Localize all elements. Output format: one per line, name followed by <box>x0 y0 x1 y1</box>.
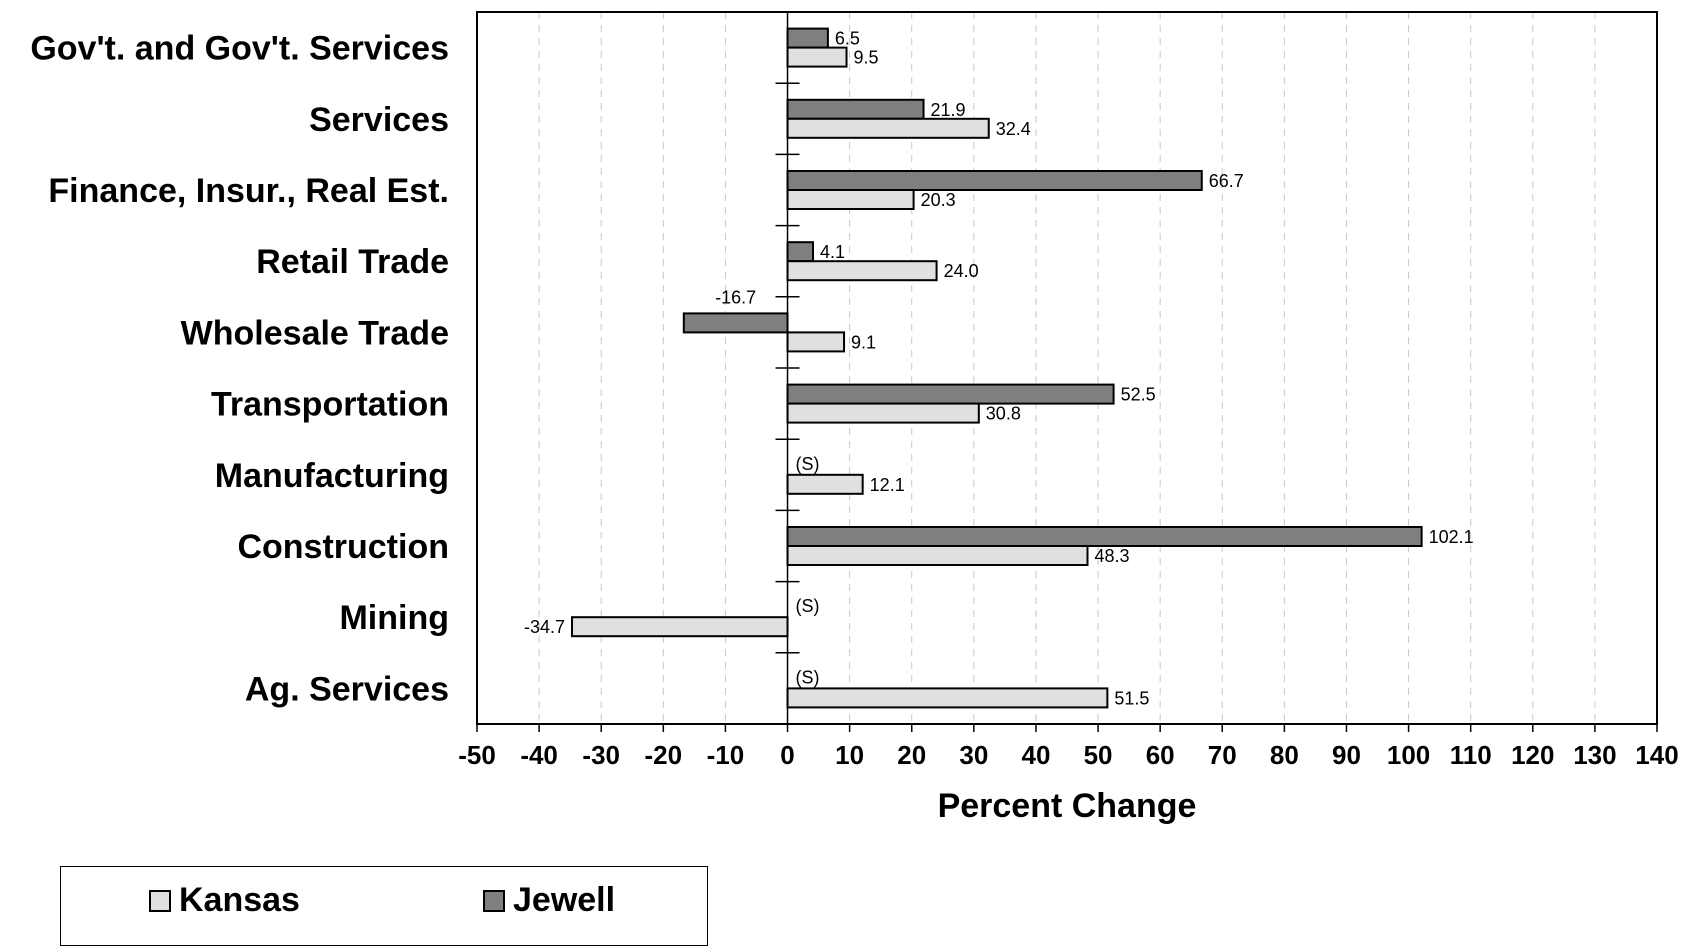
bar-kansas <box>786 687 1109 709</box>
data-label-kansas: 51.5 <box>1114 688 1149 708</box>
x-tick-label: 40 <box>1021 740 1050 770</box>
legend-item-jewell: Jewell <box>483 881 615 920</box>
bar-kansas <box>786 260 938 282</box>
plot-area <box>476 11 1658 725</box>
bar-jewell <box>786 170 1203 191</box>
x-tick-label: 90 <box>1332 740 1361 770</box>
data-label-kansas: -34.7 <box>524 617 565 637</box>
x-tick-label: 50 <box>1084 740 1113 770</box>
bar-kansas <box>786 402 980 424</box>
x-tick-label: 70 <box>1208 740 1237 770</box>
x-tick-label: 140 <box>1635 740 1678 770</box>
legend-item-kansas: Kansas <box>149 881 300 920</box>
legend-swatch-kansas <box>149 889 171 912</box>
bar-jewell <box>786 241 814 263</box>
data-label-kansas: 9.1 <box>851 332 876 352</box>
category-label: Transportation <box>211 386 449 424</box>
data-label-jewell: 6.5 <box>835 29 860 49</box>
data-label-jewell: -16.7 <box>715 287 756 307</box>
data-label-jewell: 66.7 <box>1209 171 1244 191</box>
category-label: Mining <box>339 599 449 637</box>
data-label-jewell: 102.1 <box>1429 527 1474 547</box>
x-tick-label: 130 <box>1573 740 1616 770</box>
x-tick-label: -10 <box>707 740 745 770</box>
legend-label-kansas: Kansas <box>179 881 300 919</box>
data-label-kansas: 9.5 <box>854 48 879 68</box>
x-tick-label: 10 <box>835 740 864 770</box>
bar-jewell <box>786 27 829 49</box>
legend: Kansas Jewell <box>60 866 708 946</box>
legend-label-jewell: Jewell <box>513 881 616 919</box>
data-label-kansas: 48.3 <box>1094 546 1129 566</box>
data-label-kansas: 12.1 <box>870 475 905 495</box>
x-tick-label: 20 <box>897 740 926 770</box>
category-label: Construction <box>237 528 449 566</box>
data-label-jewell: (S) <box>796 667 820 687</box>
data-label-jewell: (S) <box>796 454 820 474</box>
category-label: Finance, Insur., Real Est. <box>48 172 449 210</box>
x-tick-label: -50 <box>458 740 496 770</box>
x-tick-label: 80 <box>1270 740 1299 770</box>
data-label-kansas: 32.4 <box>996 119 1031 139</box>
category-label: Manufacturing <box>215 457 449 495</box>
data-label-kansas: 30.8 <box>986 404 1021 424</box>
bar-jewell <box>786 383 1115 405</box>
bar-kansas <box>786 545 1089 566</box>
bar-kansas <box>786 117 990 139</box>
bar-jewell <box>786 526 1423 547</box>
category-label: Gov't. and Gov't. Services <box>30 30 449 68</box>
x-axis-title: Percent Change <box>938 787 1197 825</box>
x-tick-label: 60 <box>1146 740 1175 770</box>
x-tick-label: 110 <box>1450 740 1492 770</box>
x-tick-label: 120 <box>1511 740 1554 770</box>
data-label-kansas: 24.0 <box>944 261 979 281</box>
data-label-jewell: 52.5 <box>1121 385 1156 405</box>
bar-kansas <box>786 473 864 495</box>
x-tick-label: 100 <box>1387 740 1430 770</box>
bar-kansas <box>786 46 848 68</box>
x-tick-label: 30 <box>959 740 988 770</box>
data-label-jewell: 4.1 <box>820 242 845 262</box>
bar-kansas <box>786 189 915 210</box>
x-tick-label: -40 <box>520 740 558 770</box>
category-label: Retail Trade <box>256 243 449 281</box>
data-label-kansas: 20.3 <box>921 190 956 210</box>
x-tick-label: 0 <box>780 740 794 770</box>
bar-kansas <box>571 616 789 638</box>
x-tick-label: -30 <box>582 740 620 770</box>
bar-jewell <box>786 98 925 120</box>
category-label: Ag. Services <box>245 670 449 708</box>
data-label-jewell: 21.9 <box>931 100 966 120</box>
bar-kansas <box>786 331 846 353</box>
legend-swatch-jewell <box>483 889 505 912</box>
data-label-jewell: (S) <box>796 596 820 616</box>
bar-jewell <box>682 312 789 334</box>
category-label: Services <box>309 101 449 139</box>
category-label: Wholesale Trade <box>181 314 449 352</box>
x-tick-label: -20 <box>645 740 683 770</box>
